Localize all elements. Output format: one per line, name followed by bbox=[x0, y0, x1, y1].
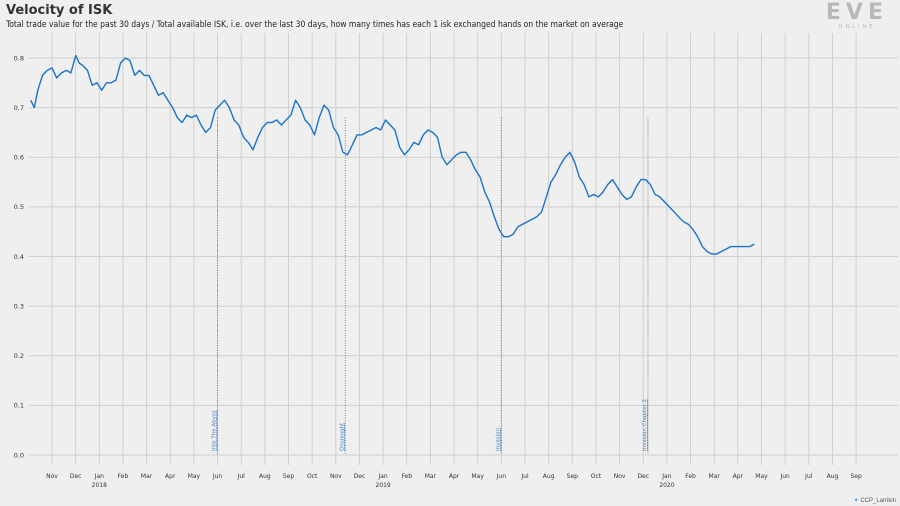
x-tick-label: Apr bbox=[165, 473, 176, 480]
y-tick-label: 0.6 bbox=[14, 154, 24, 162]
x-tick-label: Feb bbox=[401, 473, 412, 480]
y-tick-label: 0.2 bbox=[14, 352, 24, 360]
x-tick-label: Apr bbox=[449, 473, 460, 480]
x-tick-label: Jan bbox=[661, 473, 671, 480]
y-tick-label: 0.5 bbox=[14, 203, 24, 211]
x-tick-label: Jan bbox=[94, 473, 104, 480]
annotation-label: Invasion Chapter 2 bbox=[642, 399, 648, 451]
x-tick-label: May bbox=[755, 473, 768, 480]
chart-subtitle: Total trade value for the past 30 days /… bbox=[6, 20, 624, 30]
twitter-icon: ✦ bbox=[853, 498, 859, 504]
x-tick-label: Sep bbox=[567, 473, 579, 480]
x-tick-label: Mar bbox=[141, 473, 153, 480]
y-tick-label: 0.3 bbox=[14, 302, 24, 310]
credit-handle: CCP_Larrikin bbox=[860, 498, 896, 504]
x-tick-label: Aug bbox=[827, 473, 839, 480]
x-tick-label: Aug bbox=[543, 473, 555, 480]
x-tick-label: Aug bbox=[259, 473, 271, 480]
year-label: 2019 bbox=[375, 482, 390, 489]
logo-main-text: EVE bbox=[825, 0, 888, 25]
y-tick-label: 0.1 bbox=[14, 402, 24, 410]
x-tick-label: Jun bbox=[496, 473, 507, 480]
x-tick-label: Apr bbox=[733, 473, 744, 480]
x-tick-label: Oct bbox=[307, 473, 318, 480]
x-tick-label: Jun bbox=[212, 473, 223, 480]
x-tick-label: Feb bbox=[685, 473, 696, 480]
x-tick-label: Jun bbox=[779, 473, 790, 480]
x-tick-label: Mar bbox=[425, 473, 437, 480]
x-tick-label: Nov bbox=[614, 473, 626, 480]
x-tick-label: May bbox=[471, 473, 484, 480]
x-tick-label: Dec bbox=[354, 473, 366, 480]
x-tick-label: Jan bbox=[377, 473, 387, 480]
x-tick-label: Nov bbox=[330, 473, 342, 480]
x-tick-label: Oct bbox=[591, 473, 602, 480]
year-label: 2020 bbox=[659, 482, 674, 489]
y-tick-label: 0.7 bbox=[14, 104, 24, 112]
author-credit[interactable]: ✦ CCP_Larrikin bbox=[854, 497, 896, 504]
x-tick-label: Sep bbox=[850, 473, 862, 480]
velocity-series-line bbox=[30, 54, 755, 255]
year-label: 2018 bbox=[92, 482, 107, 489]
y-tick-label: 0.4 bbox=[14, 253, 24, 261]
eve-online-logo: EVE ONLINE bbox=[825, 0, 888, 31]
x-tick-label: Feb bbox=[118, 473, 129, 480]
chart-title: Velocity of ISK bbox=[6, 3, 113, 18]
x-tick-label: May bbox=[188, 473, 201, 480]
x-tick-label: Mar bbox=[709, 473, 721, 480]
annotation-label: Invasion bbox=[495, 428, 501, 451]
x-tick-label: Sep bbox=[283, 473, 295, 480]
logo-sub-text: ONLINE bbox=[838, 24, 876, 30]
x-tick-label: Dec bbox=[70, 473, 82, 480]
annotation-label: Into The Abyss bbox=[212, 410, 218, 451]
x-tick-label: Nov bbox=[46, 473, 58, 480]
annotation-label: Onslaught bbox=[339, 422, 345, 451]
x-tick-label: Jul bbox=[520, 473, 529, 480]
x-tick-label: Jul bbox=[804, 473, 813, 480]
x-tick-label: Dec bbox=[637, 473, 649, 480]
x-tick-label: Jul bbox=[237, 473, 246, 480]
y-tick-label: 0.8 bbox=[14, 54, 24, 62]
y-tick-label: 0.0 bbox=[14, 451, 24, 459]
